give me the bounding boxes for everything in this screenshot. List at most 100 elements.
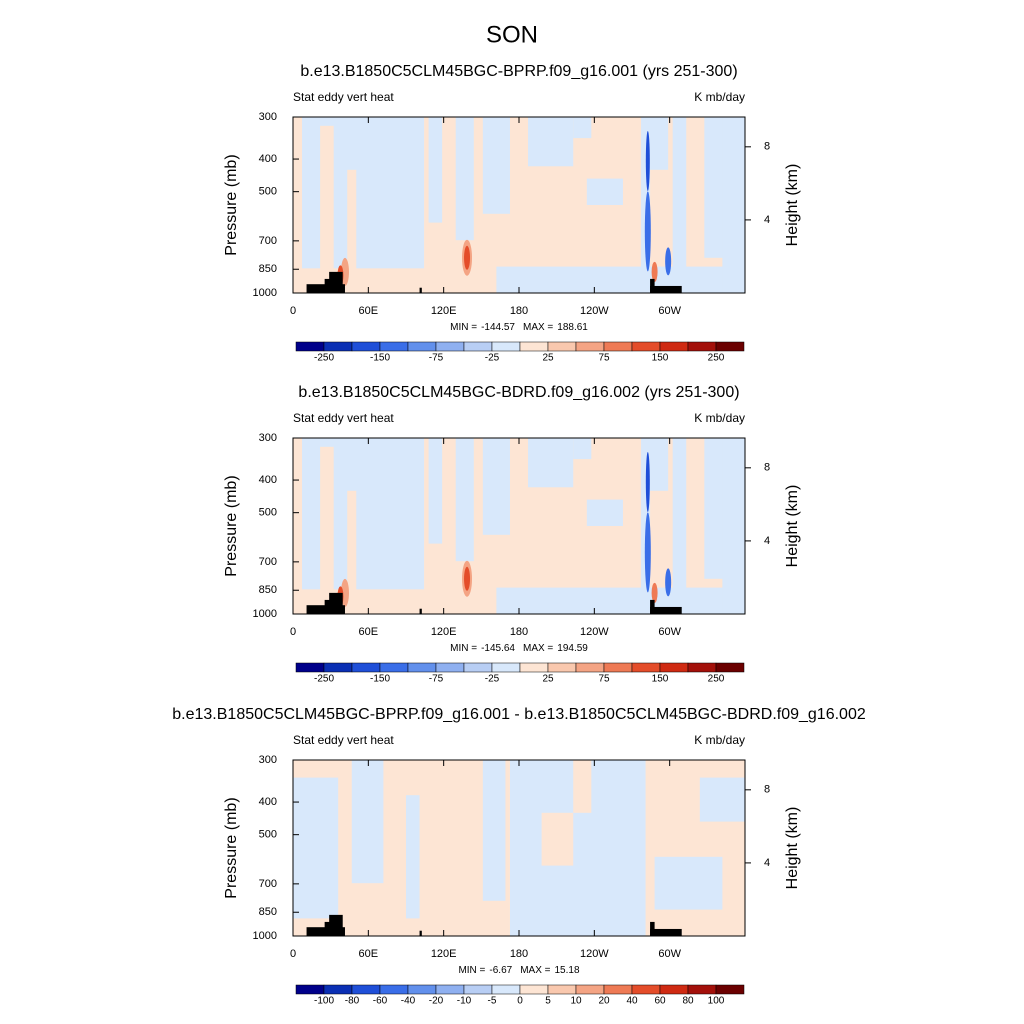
panel-title: b.e13.B1850C5CLM45BGC-BPRP.f09_g16.001 (… [300, 63, 737, 80]
panel-title: b.e13.B1850C5CLM45BGC-BPRP.f09_g16.001 -… [172, 706, 866, 723]
panel-title: b.e13.B1850C5CLM45BGC-BDRD.f09_g16.002 (… [298, 384, 739, 401]
contour-region [496, 587, 736, 614]
contour-region [672, 117, 687, 285]
colorbar-label: 60 [654, 996, 666, 1007]
colorbar-label: 0 [517, 996, 523, 1007]
colorbar-box [463, 341, 493, 352]
contour-extreme [644, 512, 651, 593]
colorbar-box [323, 662, 353, 673]
colorbar-box [351, 662, 381, 673]
x-tick-label: 60W [658, 626, 681, 638]
y-tick-label: 300 [259, 432, 277, 444]
min-max: MIN = -144.57 MAX = 188.61 [450, 322, 588, 333]
y-tick-label: 400 [259, 474, 277, 486]
colorbar-box [631, 341, 661, 352]
y-tick-label: 500 [259, 186, 277, 198]
contour-region [586, 178, 623, 205]
topography [306, 605, 339, 614]
y2-tick-label: 8 [764, 462, 770, 474]
y-tick-label: 850 [259, 263, 277, 275]
topography [306, 284, 339, 293]
min-value: -144.57 [481, 322, 515, 333]
colorbar-box [407, 984, 437, 995]
colorbar-box [659, 341, 689, 352]
colorbar-label: -250 [314, 353, 334, 364]
y-tick-label: 500 [259, 829, 277, 841]
contour-region [455, 117, 474, 241]
contour-region [351, 760, 384, 884]
topography [650, 278, 655, 293]
colorbar-box [631, 662, 661, 673]
topography [419, 287, 422, 293]
y-tick-label: 700 [259, 878, 277, 890]
colorbar-box [295, 984, 325, 995]
colorbar-label: -25 [485, 674, 500, 685]
contour-region [528, 117, 574, 167]
topography [338, 605, 345, 614]
max-value: 15.18 [555, 965, 580, 976]
colorbar-label: 75 [598, 674, 610, 685]
colorbar-box [659, 662, 689, 673]
colorbar-label: 80 [682, 996, 694, 1007]
contour-region [428, 438, 443, 544]
colorbar-box [491, 984, 521, 995]
topography [650, 606, 682, 614]
colorbar-box [351, 341, 381, 352]
contour-region [455, 438, 474, 562]
contour-region [699, 777, 745, 822]
x-tick-label: 120W [580, 305, 609, 317]
colorbar-label: -150 [370, 674, 390, 685]
colorbar-box [519, 662, 549, 673]
y-tick-label: 700 [259, 556, 277, 568]
colorbar-label: -20 [429, 996, 444, 1007]
colorbar-box [295, 341, 325, 352]
contour-extreme [645, 131, 650, 191]
units-label: K mb/day [694, 733, 745, 747]
topography [650, 285, 682, 293]
contour-extreme [651, 261, 658, 282]
colorbar-box [575, 662, 605, 673]
contour-region [573, 760, 592, 813]
x-tick-label: 60W [658, 305, 681, 317]
colorbar-label: 10 [570, 996, 582, 1007]
y-tick-label: 1000 [253, 287, 277, 299]
colorbar-box [435, 341, 465, 352]
colorbar-box [379, 662, 409, 673]
colorbar-box [435, 984, 465, 995]
contour-region [482, 117, 510, 214]
colorbar-box [687, 984, 717, 995]
contour-extreme [644, 191, 651, 272]
colorbar-label: 75 [598, 353, 610, 364]
colorbar-label: 25 [542, 353, 554, 364]
colorbar-box [575, 984, 605, 995]
contour-region [347, 169, 357, 285]
colorbar-box [687, 341, 717, 352]
contour-region [573, 117, 592, 139]
contour-region [586, 499, 623, 526]
contour-region [654, 856, 723, 910]
contour-region [496, 266, 736, 293]
field-label: Stat eddy vert heat [293, 90, 394, 104]
contour-region [428, 117, 443, 223]
contour-region [641, 438, 651, 606]
min-label: MIN = [450, 322, 477, 333]
y-tick-label: 1000 [253, 930, 277, 942]
colorbar-box [687, 662, 717, 673]
colorbar-box [407, 662, 437, 673]
y-tick-label: 400 [259, 153, 277, 165]
contour-region [573, 438, 592, 460]
colorbar-label: 100 [708, 996, 725, 1007]
colorbar-box [435, 662, 465, 673]
colorbar-label: -75 [429, 674, 444, 685]
contour-region [722, 438, 745, 614]
colorbar-box [547, 662, 577, 673]
min-label: MIN = [450, 643, 477, 654]
colorbar-label: -25 [485, 353, 500, 364]
figure-title: SON [486, 21, 538, 48]
colorbar-label: -250 [314, 674, 334, 685]
colorbar-label: 250 [708, 353, 725, 364]
colorbar-label: 250 [708, 674, 725, 685]
y-axis-label: Pressure (mb) [223, 154, 240, 255]
colorbar-box [547, 341, 577, 352]
